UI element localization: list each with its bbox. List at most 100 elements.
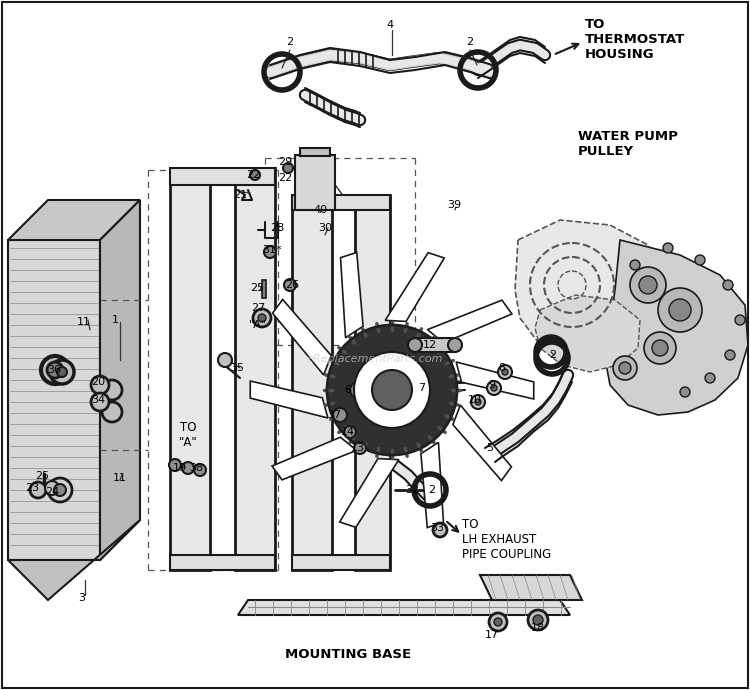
Circle shape [354,352,430,428]
Text: 22: 22 [246,170,260,180]
Polygon shape [170,168,275,185]
Text: 11: 11 [77,317,91,327]
Circle shape [644,332,676,364]
Polygon shape [453,405,512,480]
Circle shape [91,376,109,394]
Circle shape [102,380,122,400]
Polygon shape [272,437,356,480]
Circle shape [57,367,67,377]
Circle shape [723,280,733,290]
Circle shape [283,163,293,173]
Text: TO
LH EXHAUST
PIPE COUPLING: TO LH EXHAUST PIPE COUPLING [462,518,551,561]
Circle shape [344,426,356,438]
Polygon shape [456,362,534,399]
Circle shape [258,314,266,322]
Polygon shape [386,253,444,322]
Circle shape [663,243,673,253]
Text: 32: 32 [405,485,419,495]
Polygon shape [272,299,332,375]
Text: 25: 25 [250,283,264,293]
Circle shape [41,356,69,384]
Circle shape [47,362,63,378]
Text: 1: 1 [112,315,118,325]
Polygon shape [292,195,390,210]
Text: 34: 34 [91,395,105,405]
Text: 22: 22 [278,173,292,183]
Polygon shape [515,220,665,365]
Text: 21: 21 [233,190,247,200]
Circle shape [619,362,631,374]
Text: 17: 17 [485,630,499,640]
Polygon shape [251,381,328,418]
Text: 40: 40 [313,205,327,215]
Text: MOUNTING BASE: MOUNTING BASE [285,649,411,662]
Text: 3: 3 [79,593,86,603]
Circle shape [284,279,296,291]
Polygon shape [340,253,363,337]
Text: 7: 7 [419,383,425,393]
Polygon shape [427,300,512,343]
Text: 29: 29 [278,157,292,167]
Polygon shape [170,555,275,570]
Circle shape [735,315,745,325]
Circle shape [630,260,640,270]
Text: eReplacementParts.com: eReplacementParts.com [307,354,443,364]
Text: 13: 13 [351,443,365,453]
Circle shape [448,338,462,352]
Polygon shape [238,600,570,615]
Text: 38: 38 [189,463,203,473]
Polygon shape [295,155,335,210]
Circle shape [658,288,702,332]
Circle shape [533,615,543,625]
Text: 27: 27 [251,303,266,313]
Text: TO
THERMOSTAT
HOUSING: TO THERMOSTAT HOUSING [585,18,686,61]
Text: 35: 35 [230,363,244,373]
Circle shape [54,484,66,496]
Polygon shape [605,240,748,415]
Text: 25: 25 [35,471,49,481]
Circle shape [264,246,276,258]
Text: 2: 2 [286,37,293,47]
Polygon shape [235,168,275,570]
Polygon shape [262,280,266,298]
Circle shape [639,276,657,294]
Text: 2: 2 [466,37,473,47]
Text: 12: 12 [423,340,437,350]
Circle shape [50,360,74,384]
Circle shape [487,381,501,395]
Polygon shape [535,295,640,372]
Circle shape [695,255,705,265]
Text: 4: 4 [386,20,394,30]
Circle shape [194,464,206,476]
Polygon shape [292,555,390,570]
Circle shape [502,369,508,375]
Text: 28: 28 [270,223,284,233]
Text: 8: 8 [499,363,506,373]
Polygon shape [415,338,455,352]
Circle shape [705,373,715,383]
Text: 14: 14 [341,427,355,437]
Text: WATER PUMP
PULLEY: WATER PUMP PULLEY [578,130,678,158]
Polygon shape [292,195,332,570]
Circle shape [630,267,666,303]
Text: 6: 6 [344,385,352,395]
Text: 18: 18 [531,623,545,633]
Circle shape [182,462,194,474]
Polygon shape [480,575,582,600]
Text: 19: 19 [173,463,187,473]
Circle shape [48,478,72,502]
Text: 37: 37 [327,410,341,420]
Text: 24: 24 [45,487,59,497]
Polygon shape [300,148,330,156]
Text: 23: 23 [25,483,39,493]
Circle shape [350,382,366,398]
Text: 26: 26 [285,280,299,290]
Circle shape [327,325,457,455]
Polygon shape [8,520,140,600]
Text: 11: 11 [113,473,127,483]
Text: 30: 30 [318,223,332,233]
Text: 5: 5 [487,443,494,453]
Circle shape [498,365,512,379]
Polygon shape [355,195,390,570]
Text: 9: 9 [488,380,496,390]
